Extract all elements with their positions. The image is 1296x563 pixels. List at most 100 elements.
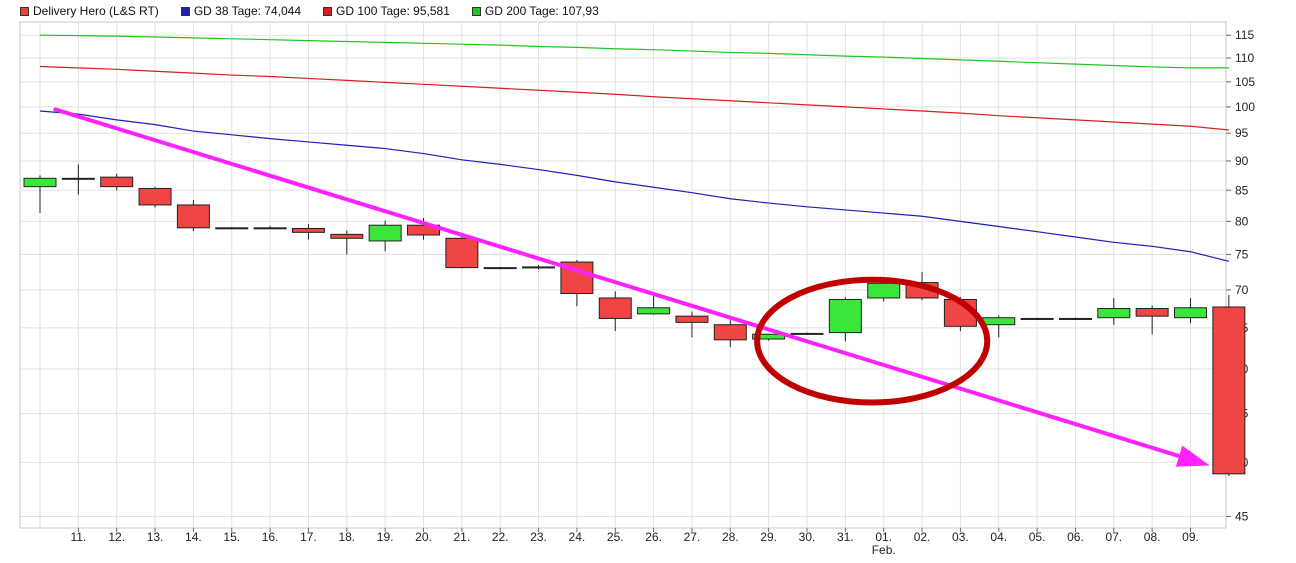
y-tick-label: 45 — [1235, 509, 1249, 523]
candle-body — [176, 204, 210, 229]
candle — [61, 164, 95, 195]
candle-body — [61, 177, 95, 180]
candle — [790, 332, 824, 336]
x-tick-label: 20. — [415, 530, 432, 544]
candle-body — [1174, 307, 1207, 319]
candle — [675, 311, 709, 338]
candle-body — [483, 267, 517, 270]
candle — [637, 292, 671, 315]
legend-label-price: Delivery Hero (L&S RT) — [33, 4, 159, 18]
x-tick-label: 04. — [990, 530, 1007, 544]
candle-body — [1058, 317, 1092, 320]
candle — [368, 220, 402, 252]
x-tick-label: 15. — [223, 530, 240, 544]
candle — [828, 297, 862, 342]
x-tick-label: 27. — [684, 530, 701, 544]
x-tick-label: 18. — [338, 530, 355, 544]
legend-item-price: Delivery Hero (L&S RT) — [20, 3, 159, 19]
candles — [23, 164, 1246, 476]
candle — [522, 264, 556, 270]
legend-item-gd100: GD 100 Tage: 95,581 — [323, 3, 450, 19]
candle-body — [445, 237, 479, 269]
x-tick-label: 11. — [70, 530, 86, 544]
x-tick-label: 05. — [1029, 530, 1046, 544]
y-tick-label: 90 — [1235, 154, 1249, 168]
x-tick-label: 21. — [454, 530, 471, 544]
chart-grid — [19, 21, 1227, 529]
candle — [752, 333, 786, 341]
legend-swatch-price — [20, 6, 29, 16]
candle — [1135, 305, 1169, 335]
y-tick-label: 100 — [1235, 100, 1255, 114]
x-tick-label: 03. — [952, 530, 969, 544]
x-tick-label: 14. — [185, 530, 202, 544]
candle — [253, 225, 287, 230]
candle-body — [1097, 307, 1131, 319]
y-tick-label: 80 — [1235, 214, 1249, 228]
candle — [1058, 317, 1092, 321]
trend-arrow-shaft — [53, 107, 1182, 459]
x-tick-label: 22. — [492, 530, 509, 544]
trend-arrow-head — [1175, 445, 1210, 467]
y-tick-label: 75 — [1235, 247, 1249, 261]
candle-body — [522, 266, 556, 269]
y-tick-label: 105 — [1235, 75, 1255, 89]
candle — [291, 223, 325, 240]
month-label: Feb. — [872, 543, 896, 557]
legend-item-gd200: GD 200 Tage: 107,93 — [471, 3, 599, 19]
legend-label-gd38: GD 38 Tage: 74,044 — [193, 4, 302, 18]
candle — [598, 291, 632, 332]
x-tick-label: 06. — [1067, 530, 1084, 544]
y-tick-label: 85 — [1235, 183, 1249, 197]
series-line — [39, 110, 1229, 262]
candle — [1174, 297, 1207, 324]
x-tick-label: 01. — [875, 530, 892, 544]
candle-body — [138, 187, 172, 206]
candle-body — [637, 307, 671, 315]
x-tick-label: 16. — [262, 530, 279, 544]
legend-item-gd38: GD 38 Tage: 74,044 — [180, 3, 302, 19]
candle-body — [828, 298, 862, 334]
x-tick-label: 28. — [722, 530, 739, 544]
candle — [445, 234, 479, 269]
x-tick-label: 19. — [377, 530, 394, 544]
x-tick-label: 25. — [607, 530, 624, 544]
candle-body — [713, 324, 747, 341]
x-tick-label: 07. — [1105, 530, 1122, 544]
x-tick-label: 12. — [108, 530, 125, 544]
moving-average-lines — [39, 34, 1229, 262]
candle — [867, 278, 901, 302]
candle-body — [1212, 306, 1246, 475]
x-tick-label: 17. — [300, 530, 317, 544]
candle-body — [100, 176, 134, 188]
y-tick-label: 110 — [1235, 51, 1254, 65]
candle — [1020, 317, 1054, 320]
candle-body — [368, 224, 402, 242]
candle-body — [215, 227, 249, 230]
candle — [1097, 297, 1131, 325]
legend-swatch-gd200 — [471, 6, 481, 16]
series-line — [39, 34, 1229, 69]
x-tick-label: 08. — [1144, 530, 1161, 544]
candle-body — [407, 224, 440, 236]
legend-swatch-gd38 — [180, 6, 190, 16]
x-tick-label: 13. — [147, 530, 164, 544]
candle — [330, 230, 364, 255]
candle — [1212, 295, 1246, 476]
x-tick-label: 29. — [760, 530, 777, 544]
candle-body — [330, 233, 364, 239]
candle-body — [253, 227, 287, 230]
x-tick-label: 30. — [799, 530, 816, 544]
candle-body — [598, 297, 632, 319]
candle-body — [752, 333, 786, 340]
legend-label-gd100: GD 100 Tage: 95,581 — [336, 4, 450, 18]
chart-annotations — [53, 107, 1210, 467]
legend-label-gd200: GD 200 Tage: 107,93 — [484, 4, 599, 18]
candle-body — [675, 315, 709, 323]
chart-axes: 455055606570758085909510010511011511.12.… — [70, 28, 1255, 557]
plot-frame — [19, 21, 1227, 529]
x-tick-label: 02. — [914, 530, 931, 544]
candle — [215, 227, 249, 230]
y-tick-label: 115 — [1235, 28, 1254, 42]
